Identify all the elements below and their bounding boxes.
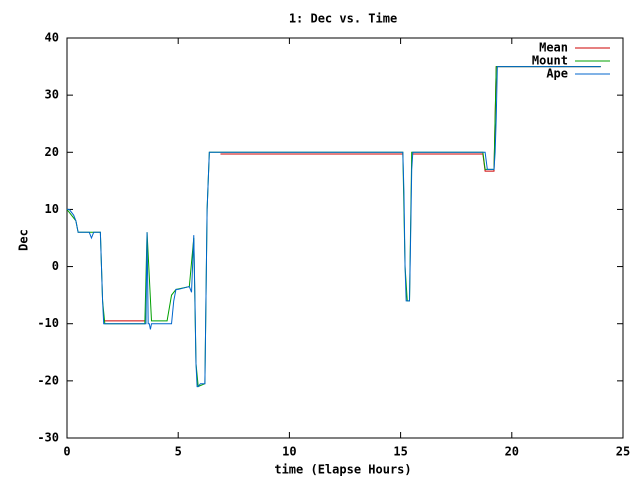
y-tick-label: -20 [37,373,59,387]
legend-label: Ape [546,67,568,81]
y-tick-label: 10 [45,202,59,216]
x-axis-label: time (Elapse Hours) [274,463,411,477]
x-tick-label: 10 [282,445,296,459]
y-tick-label: 40 [45,31,59,45]
y-axis-label: Dec [17,229,31,251]
x-tick-label: 15 [393,445,407,459]
series-line [67,66,601,388]
series-line [66,66,601,388]
legend-label: Mean [539,41,568,55]
plot-border [66,37,624,439]
x-tick-label: 25 [616,445,630,459]
series-line [103,66,601,322]
legend-label: Mount [532,54,568,68]
chart-title: 1: Dec vs. Time [289,12,397,26]
x-tick-label: 5 [175,445,182,459]
y-tick-label: -30 [37,431,59,445]
y-tick-label: 0 [52,259,59,273]
x-tick-label: 0 [63,445,70,459]
y-tick-label: -10 [37,316,59,330]
y-tick-label: 20 [45,145,59,159]
x-tick-label: 20 [505,445,519,459]
y-tick-label: 30 [45,88,59,102]
